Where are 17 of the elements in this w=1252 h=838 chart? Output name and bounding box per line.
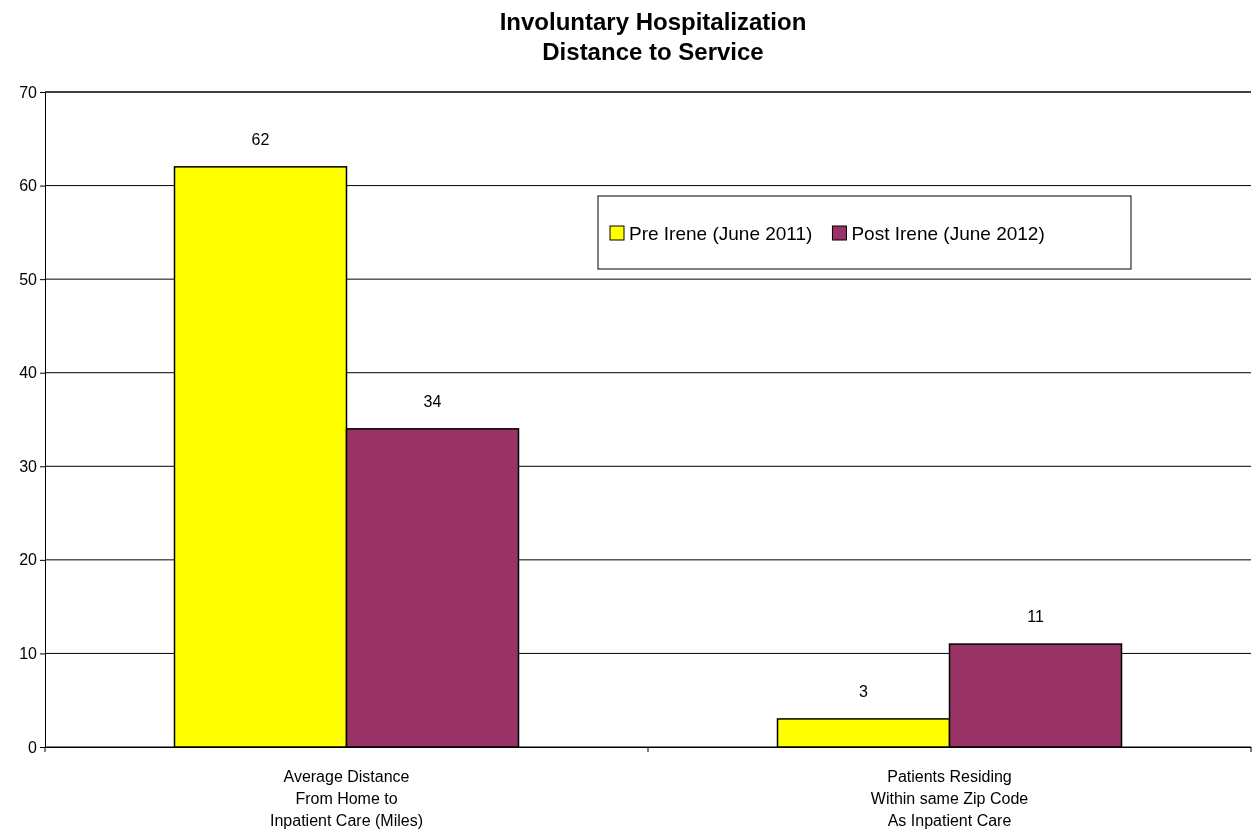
y-tick-label: 60	[19, 177, 38, 195]
y-tick-label: 70	[19, 83, 38, 101]
y-tick-label: 0	[28, 738, 38, 756]
legend-label: Pre Irene (June 2011)	[629, 223, 813, 244]
legend-label: Post Irene (June 2012)	[851, 223, 1045, 244]
x-tick-label: Patients Residing Within same Zip Code As Inpatient Care	[870, 768, 1029, 829]
data-label: 62	[251, 130, 270, 148]
y-tick-label: 30	[19, 457, 38, 475]
data-label: 11	[1027, 608, 1044, 626]
y-tick-label: 40	[19, 364, 38, 382]
y-tick-label: 50	[19, 270, 38, 288]
data-label: 3	[859, 682, 869, 700]
chart-title: Involuntary Hospitalization Distance to Service	[499, 8, 807, 65]
y-tick-label: 20	[19, 551, 38, 569]
y-tick-label: 10	[19, 645, 38, 663]
x-tick-label: Average Distance From Home to Inpatient Care (Miles)	[270, 768, 423, 829]
data-label: 34	[423, 392, 442, 410]
